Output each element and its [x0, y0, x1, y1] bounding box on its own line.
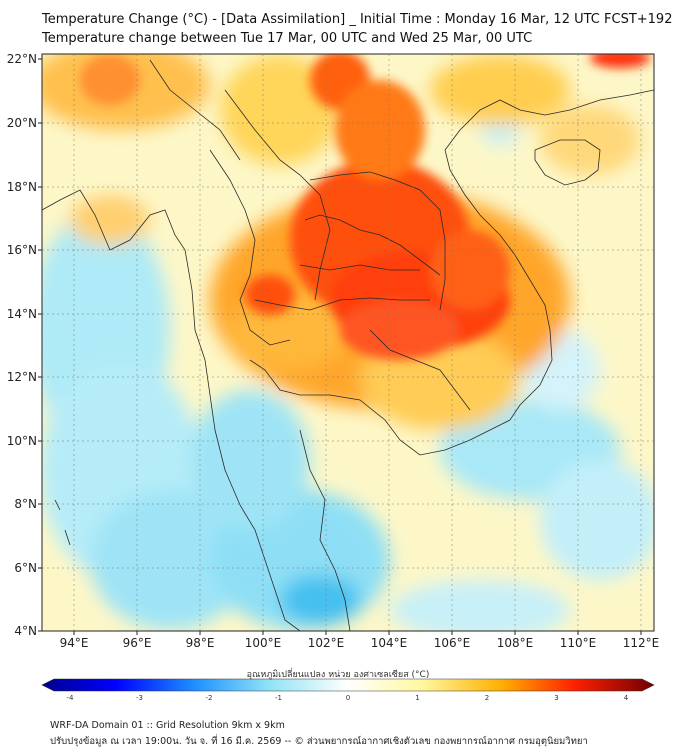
lat-tick-label: 14°N: [7, 307, 37, 321]
colorbar-tick-label: 2: [485, 694, 489, 702]
lon-tick-label: 108°E: [497, 636, 534, 650]
lon-tick-label: 104°E: [371, 636, 408, 650]
lat-tick-label: 22°N: [7, 52, 37, 66]
lon-tick-label: 96°E: [123, 636, 152, 650]
colorbar-tick-label: -4: [67, 694, 75, 702]
lon-tick-label: 112°E: [623, 636, 660, 650]
colorbar: [41, 678, 655, 692]
lon-tick-label: 94°E: [60, 636, 89, 650]
footer-model-info: WRF-DA Domain 01 :: Grid Resolution 9km …: [50, 720, 285, 731]
colorbar-tick-label: -2: [206, 694, 213, 702]
lon-tick-label: 106°E: [434, 636, 471, 650]
lat-tick-label: 6°N: [14, 561, 37, 575]
lat-tick-label: 12°N: [7, 370, 37, 384]
footer-credit: ปรับปรุงข้อมูล ณ เวลา 19:00น. วัน จ. ที่…: [50, 736, 588, 747]
colorbar-tick-label: -3: [136, 694, 143, 702]
lat-tick-label: 18°N: [7, 180, 37, 194]
lon-tick-label: 98°E: [186, 636, 215, 650]
map-title: Temperature Change (°C) - [Data Assimila…: [42, 12, 673, 27]
lat-tick-label: 16°N: [7, 243, 37, 257]
lat-tick-label: 10°N: [7, 434, 37, 448]
lon-tick-label: 100°E: [245, 636, 282, 650]
latitude-labels: 22°N 20°N 18°N 16°N 14°N 12°N 10°N 8°N 6°N 4°N: [7, 52, 42, 638]
plot-frame: [41, 53, 655, 632]
gridlines: [42, 54, 654, 631]
colorbar-tick-label: 3: [554, 694, 558, 702]
lat-tick-label: 8°N: [14, 497, 37, 511]
lon-tick-label: 102°E: [308, 636, 345, 650]
coastlines-and-borders: [42, 59, 654, 631]
colorbar-tick-label: 1: [415, 694, 419, 702]
colorbar-tick-label: -1: [275, 694, 282, 702]
temperature-field: [42, 54, 654, 631]
lat-tick-label: 4°N: [14, 624, 37, 638]
colorbar-tick-label: 0: [346, 694, 350, 702]
lon-tick-label: 110°E: [560, 636, 597, 650]
colorbar-ticks: -4 -3 -2 -1 0 1 2 3 4: [67, 694, 629, 702]
map-subtitle: Temperature change between Tue 17 Mar, 0…: [42, 31, 533, 46]
longitude-labels: 94°E 96°E 98°E 100°E 102°E 104°E 106°E 108°E 110…: [60, 631, 660, 650]
colorbar-tick-label: 4: [624, 694, 629, 702]
lat-tick-label: 20°N: [7, 116, 37, 130]
colorbar-label: อุณหภูมิเปลี่ยนแปลง หน่วย องศาเซลเซียส (…: [246, 670, 430, 680]
